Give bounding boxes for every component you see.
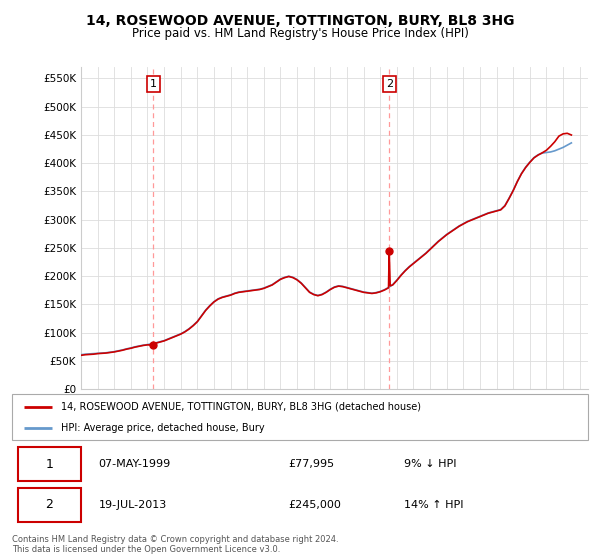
Text: Price paid vs. HM Land Registry's House Price Index (HPI): Price paid vs. HM Land Registry's House … bbox=[131, 27, 469, 40]
FancyBboxPatch shape bbox=[12, 394, 588, 440]
Text: 2: 2 bbox=[386, 79, 393, 89]
Text: 9% ↓ HPI: 9% ↓ HPI bbox=[404, 459, 456, 469]
Text: 2: 2 bbox=[46, 498, 53, 511]
Text: 14, ROSEWOOD AVENUE, TOTTINGTON, BURY, BL8 3HG: 14, ROSEWOOD AVENUE, TOTTINGTON, BURY, B… bbox=[86, 14, 514, 28]
Text: HPI: Average price, detached house, Bury: HPI: Average price, detached house, Bury bbox=[61, 423, 265, 433]
Text: 14, ROSEWOOD AVENUE, TOTTINGTON, BURY, BL8 3HG (detached house): 14, ROSEWOOD AVENUE, TOTTINGTON, BURY, B… bbox=[61, 402, 421, 412]
Text: Contains HM Land Registry data © Crown copyright and database right 2024.
This d: Contains HM Land Registry data © Crown c… bbox=[12, 535, 338, 554]
Text: 07-MAY-1999: 07-MAY-1999 bbox=[98, 459, 170, 469]
Text: £245,000: £245,000 bbox=[289, 500, 341, 510]
Text: 19-JUL-2013: 19-JUL-2013 bbox=[98, 500, 167, 510]
FancyBboxPatch shape bbox=[18, 447, 81, 482]
Text: 14% ↑ HPI: 14% ↑ HPI bbox=[404, 500, 463, 510]
FancyBboxPatch shape bbox=[18, 488, 81, 522]
Text: 1: 1 bbox=[46, 458, 53, 470]
Text: £77,995: £77,995 bbox=[289, 459, 335, 469]
Text: 1: 1 bbox=[150, 79, 157, 89]
